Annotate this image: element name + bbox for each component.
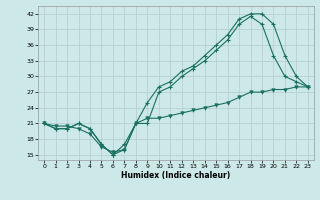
X-axis label: Humidex (Indice chaleur): Humidex (Indice chaleur) [121,171,231,180]
